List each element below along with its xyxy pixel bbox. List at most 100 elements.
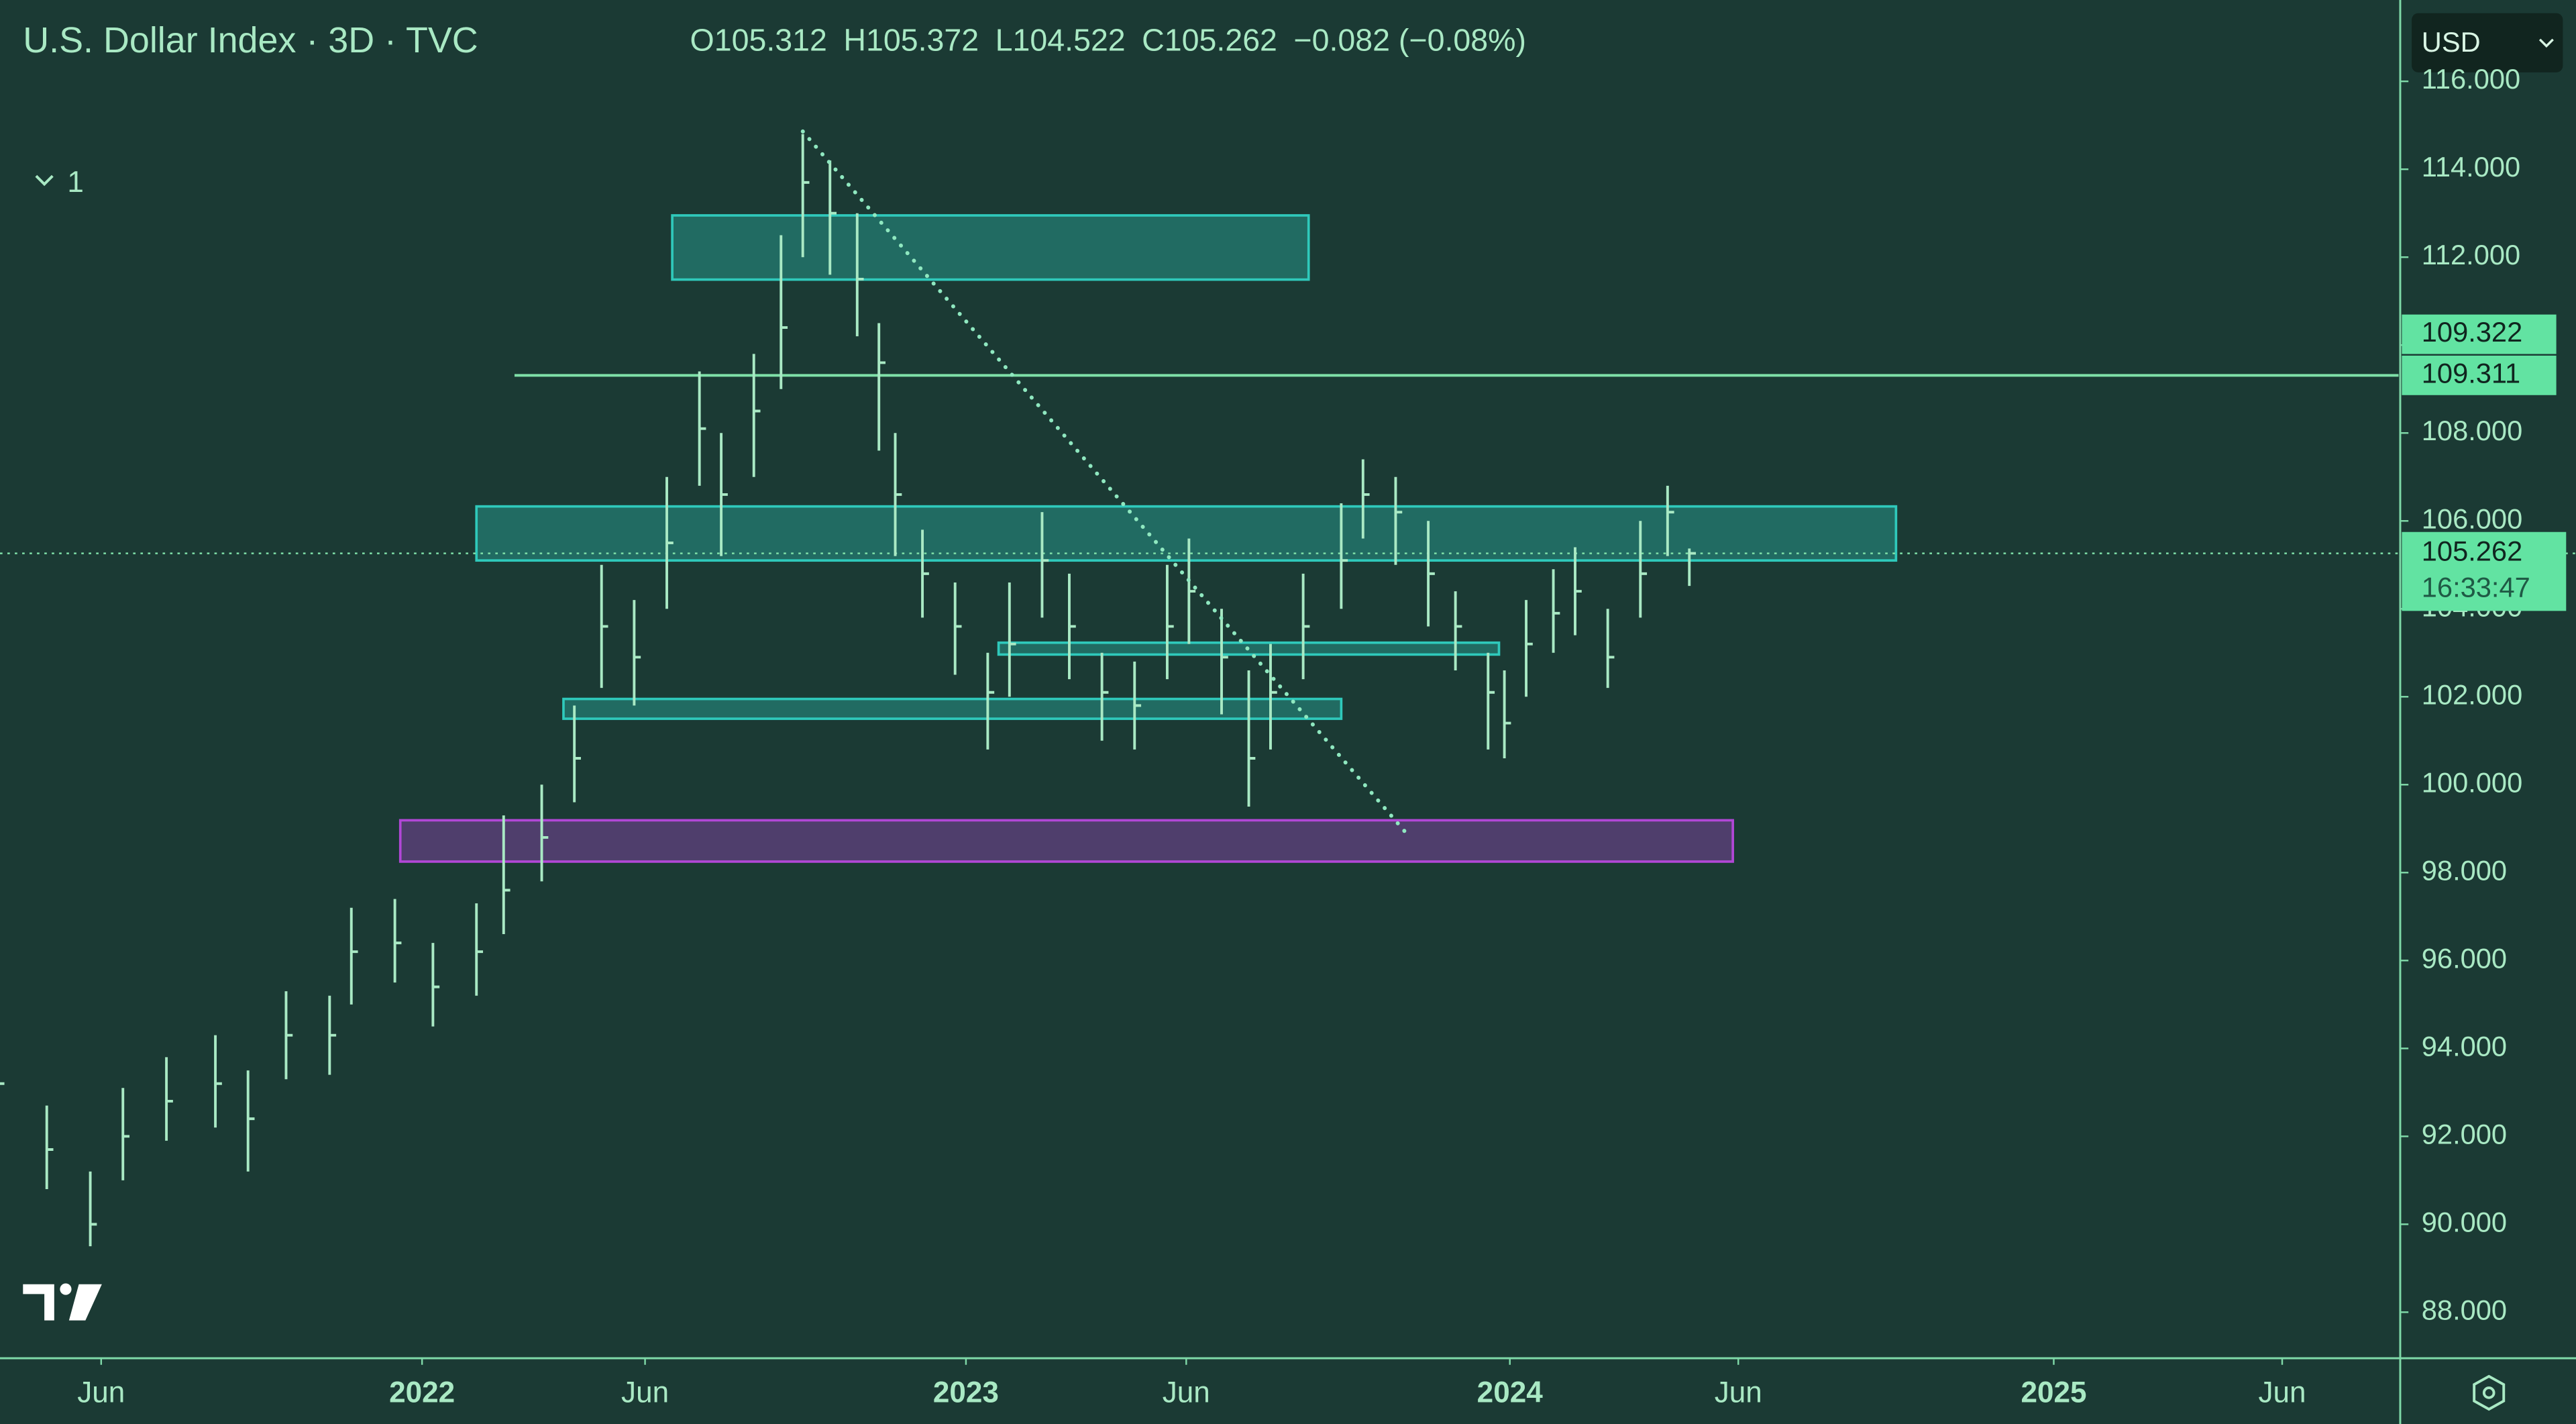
indicator-toggle[interactable]: 1 [35, 166, 84, 199]
ohlc-bar [328, 995, 337, 1075]
ohlc-bar [1454, 591, 1462, 670]
y-tick-label: 98.000 [2422, 854, 2507, 886]
ohlc-bar [1666, 485, 1674, 556]
ohlc-bar [1068, 573, 1076, 680]
trendline [800, 129, 1409, 835]
ohlc-bar [246, 1070, 255, 1172]
ohlc-bar [431, 943, 440, 1027]
ohlc-bar [1361, 459, 1370, 539]
ohlc-bar [45, 1105, 54, 1189]
ohlc-bar [1100, 652, 1109, 741]
ohlc-bar [1552, 569, 1560, 653]
x-tick-label: 2023 [933, 1376, 999, 1409]
ohlc-value: 104.522 [1013, 23, 1126, 58]
ohlc-bar [720, 433, 728, 556]
y-tick-label: 92.000 [2422, 1118, 2507, 1150]
y-tick-label: 116.000 [2422, 63, 2520, 95]
ohlc-bar [1008, 582, 1016, 697]
ohlc-bar [0, 1082, 5, 1085]
change: −0.082 (−0.08%) [1293, 23, 1526, 58]
ohlc-bar [828, 160, 837, 275]
ohlc-bar [633, 600, 641, 706]
logo-part [68, 1284, 102, 1321]
ohlc-value: 105.312 [714, 23, 827, 58]
y-tick-label: 102.000 [2422, 678, 2522, 710]
x-tick-label: 2024 [1477, 1376, 1544, 1409]
ohlc-bar [780, 235, 788, 389]
y-tick-label: 94.000 [2422, 1030, 2507, 1062]
ohlc-bar [1133, 661, 1142, 750]
chevron-icon [35, 174, 54, 187]
ohlc-value: 105.372 [866, 23, 979, 58]
y-tick-label: 96.000 [2422, 942, 2507, 974]
ohlc-bar [165, 1057, 173, 1141]
price-label: 109.322 [2422, 316, 2522, 348]
ohlc-bar [1040, 512, 1049, 618]
ohlc-key: C [1142, 23, 1165, 58]
settings-button[interactable] [2473, 1374, 2506, 1411]
logo-part [60, 1283, 72, 1295]
ohlc-bar [502, 815, 511, 935]
y-tick-label: 106.000 [2422, 503, 2522, 534]
price-label-box [2402, 355, 2557, 395]
x-tick-label: 2022 [389, 1376, 455, 1409]
zone [562, 697, 1343, 720]
x-tick-label: Jun [77, 1376, 125, 1409]
ohlc-value: 105.262 [1165, 23, 1277, 58]
ohlc-bar [1301, 573, 1310, 680]
ohlc-bar [1427, 521, 1435, 627]
ohlc-bar [393, 899, 402, 983]
currency-box [2412, 13, 2563, 72]
x-tick-label: Jun [1715, 1376, 1762, 1409]
ohlc-bar [475, 903, 484, 996]
tv-logo [23, 1283, 102, 1321]
countdown: 16:33:47 [2422, 571, 2530, 603]
ohlc-bar [284, 991, 293, 1080]
currency-button[interactable]: USD [2412, 13, 2563, 72]
ohlc-bar [121, 1088, 130, 1180]
price-label-box [2402, 314, 2557, 354]
ohlc-bar [540, 784, 549, 882]
y-tick-label: 90.000 [2422, 1206, 2507, 1237]
ohlc-bar [698, 371, 706, 486]
last-price-box [2402, 531, 2567, 611]
ohlc-bar [894, 433, 902, 556]
chevron-icon [2538, 38, 2554, 48]
ohlc-bar [877, 323, 886, 451]
ohlc-bar [214, 1035, 222, 1128]
gear-icon [2473, 1374, 2506, 1411]
ohlc-key: O [690, 23, 714, 58]
price-label: 109.311 [2422, 357, 2520, 389]
x-tick-label: Jun [2258, 1376, 2306, 1409]
ohlc-header: O105.312 H105.372 L104.522 C105.262 −0.082 (… [690, 23, 1526, 58]
chart-title: U.S. Dollar Index · 3D · TVC [23, 20, 478, 60]
ohlc-bar [89, 1171, 97, 1247]
last-price-label: 105.262 [2422, 536, 2522, 567]
ohlc-bar [855, 213, 864, 337]
y-tick-label: 112.000 [2422, 239, 2520, 270]
ohlc-bar [350, 907, 358, 1005]
ohlc-key: L [996, 23, 1013, 58]
ohlc-bar [986, 652, 995, 750]
plot-area [0, 129, 2576, 1247]
zone [671, 214, 1310, 281]
ohlc-bar [1247, 670, 1256, 807]
ohlc-bar [1606, 609, 1615, 689]
zone [398, 819, 1734, 863]
ohlc-key: H [843, 23, 866, 58]
logo-part [23, 1284, 54, 1321]
gear-icon [2482, 1386, 2496, 1399]
ohlc-bar [600, 564, 608, 689]
ohlc-bar [1340, 503, 1348, 609]
x-tick-label: 2025 [2021, 1376, 2086, 1409]
ohlc-bar [1187, 538, 1196, 644]
indicator-count: 1 [67, 166, 84, 199]
ohlc-bar [1269, 644, 1277, 750]
currency-label: USD [2422, 26, 2481, 58]
ohlc-bar [665, 476, 674, 609]
ohlc-bar [1220, 609, 1228, 715]
ohlc-bar [921, 529, 929, 618]
x-tick-label: Jun [621, 1376, 669, 1409]
